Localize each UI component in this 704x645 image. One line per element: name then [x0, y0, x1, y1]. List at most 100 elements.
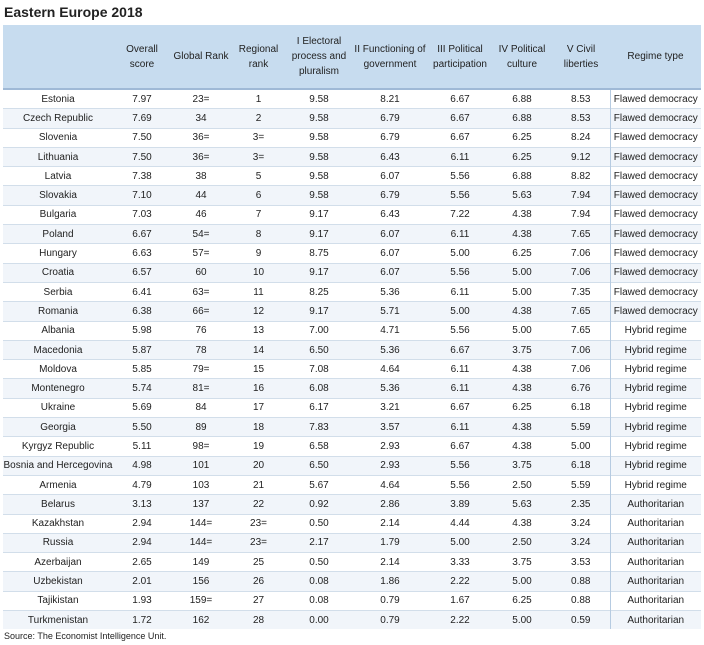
value-cell: 6.18 — [552, 455, 610, 476]
country-cell: Azerbaijan — [3, 552, 113, 572]
value-cell: Hybrid regime — [609, 359, 701, 379]
value-cell: 1.86 — [352, 571, 428, 592]
value-cell: 0.79 — [352, 590, 428, 611]
value-cell: 9.58 — [286, 185, 352, 206]
value-cell: 79= — [171, 359, 231, 379]
value-cell: 6.79 — [352, 108, 428, 129]
value-cell: 34 — [171, 108, 231, 129]
value-cell: 11 — [231, 281, 286, 302]
country-cell: Albania — [3, 320, 113, 341]
value-cell: 7.35 — [552, 281, 610, 302]
value-cell: 6.67 — [428, 339, 492, 360]
country-cell: Estonia — [3, 88, 113, 109]
value-cell: 12 — [231, 301, 286, 322]
country-cell: Armenia — [3, 474, 113, 495]
value-cell: Hybrid regime — [609, 474, 701, 495]
value-cell: 6.25 — [492, 397, 552, 418]
value-cell: 5.59 — [552, 417, 610, 437]
value-cell: 8.53 — [552, 88, 610, 109]
value-cell: 9.17 — [286, 301, 352, 322]
country-cell: Bulgaria — [3, 204, 113, 225]
value-cell: 81= — [171, 378, 231, 399]
value-cell: 2.14 — [352, 513, 428, 534]
table-row: Slovenia 7.50 36= 3= 9.58 6.79 6.67 6.25 8.24 Fla… — [3, 127, 701, 148]
value-cell: 6.58 — [286, 436, 352, 457]
table-row: Lithuania 7.50 36= 3= 9.58 6.43 6.11 6.25 9.12 Fl… — [3, 146, 701, 167]
value-cell: Authoritarian — [609, 571, 701, 592]
value-cell: 36= — [171, 127, 231, 148]
value-cell: 5.63 — [492, 494, 552, 515]
value-cell: 3.13 — [113, 494, 171, 515]
value-cell: 15 — [231, 359, 286, 379]
value-cell: 5.69 — [113, 397, 171, 418]
value-cell: Flawed democracy — [609, 262, 701, 283]
value-cell: Flawed democracy — [609, 204, 701, 225]
value-cell: 2.22 — [428, 571, 492, 592]
value-cell: Flawed democracy — [609, 281, 701, 302]
value-cell: 19 — [231, 436, 286, 457]
value-cell: 5.00 — [428, 301, 492, 322]
table-row: Latvia 7.38 38 5 9.58 6.07 5.56 6.88 8.82 Flawed … — [3, 166, 701, 186]
header-cell: I Electoral process and pluralism — [286, 25, 352, 89]
table-row: Albania 5.98 76 13 7.00 4.71 5.56 5.00 7.65 Hybri… — [3, 320, 701, 341]
table-row: Turkmenistan 1.72 162 28 0.00 0.79 2.22 5.00 0.5… — [3, 610, 701, 630]
value-cell: 2.94 — [113, 532, 171, 553]
header-row: Overall score Global Rank Regional rank I E… — [3, 25, 701, 89]
value-cell: 6.67 — [428, 397, 492, 418]
value-cell: 20 — [231, 455, 286, 476]
value-cell: 4.98 — [113, 455, 171, 476]
value-cell: 9.58 — [286, 146, 352, 167]
value-cell: 2.35 — [552, 494, 610, 515]
value-cell: Authoritarian — [609, 552, 701, 572]
table-row: Estonia 7.97 23= 1 9.58 8.21 6.67 6.88 8.53 Flawe… — [3, 88, 701, 109]
value-cell: 6.67 — [428, 88, 492, 109]
value-cell: 54= — [171, 224, 231, 244]
value-cell: 5.71 — [352, 301, 428, 322]
value-cell: 84 — [171, 397, 231, 418]
value-cell: 3.33 — [428, 552, 492, 572]
value-cell: 6.67 — [428, 108, 492, 129]
value-cell: 9.58 — [286, 127, 352, 148]
value-cell: 1 — [231, 88, 286, 109]
value-cell: 4.38 — [492, 417, 552, 437]
value-cell: Flawed democracy — [609, 127, 701, 148]
value-cell: 137 — [171, 494, 231, 515]
value-cell: 5.67 — [286, 474, 352, 495]
value-cell: 6.88 — [492, 166, 552, 186]
country-cell: Romania — [3, 301, 113, 322]
value-cell: 9.58 — [286, 88, 352, 109]
value-cell: 7.22 — [428, 204, 492, 225]
value-cell: 2.01 — [113, 571, 171, 592]
value-cell: Authoritarian — [609, 513, 701, 534]
value-cell: 10 — [231, 262, 286, 283]
value-cell: 7.94 — [552, 185, 610, 206]
table-body: Estonia 7.97 23= 1 9.58 8.21 6.67 6.88 8.53 Flawe… — [3, 88, 701, 630]
value-cell: 8 — [231, 224, 286, 244]
value-cell: 3.75 — [492, 455, 552, 476]
header-cell: IV Political culture — [492, 25, 552, 89]
value-cell: 6.17 — [286, 397, 352, 418]
value-cell: 9.17 — [286, 224, 352, 244]
value-cell: 7.65 — [552, 320, 610, 341]
value-cell: 7.97 — [113, 88, 171, 109]
value-cell: 8.53 — [552, 108, 610, 129]
value-cell: 5.36 — [352, 281, 428, 302]
value-cell: Flawed democracy — [609, 108, 701, 129]
value-cell: 5.56 — [428, 262, 492, 283]
table-row: Tajikistan 1.93 159= 27 0.08 0.79 1.67 6.25 0.88… — [3, 590, 701, 611]
header-cell: V Civil liberties — [552, 25, 610, 89]
value-cell: 7.50 — [113, 127, 171, 148]
value-cell: 6.11 — [428, 417, 492, 437]
value-cell: 2.50 — [492, 532, 552, 553]
value-cell: 36= — [171, 146, 231, 167]
value-cell: 6.11 — [428, 378, 492, 399]
value-cell: 22 — [231, 494, 286, 515]
value-cell: 4.44 — [428, 513, 492, 534]
value-cell: 28 — [231, 610, 286, 630]
value-cell: Flawed democracy — [609, 88, 701, 109]
value-cell: 4.38 — [492, 378, 552, 399]
value-cell: 3= — [231, 127, 286, 148]
value-cell: 2.86 — [352, 494, 428, 515]
value-cell: 159= — [171, 590, 231, 611]
